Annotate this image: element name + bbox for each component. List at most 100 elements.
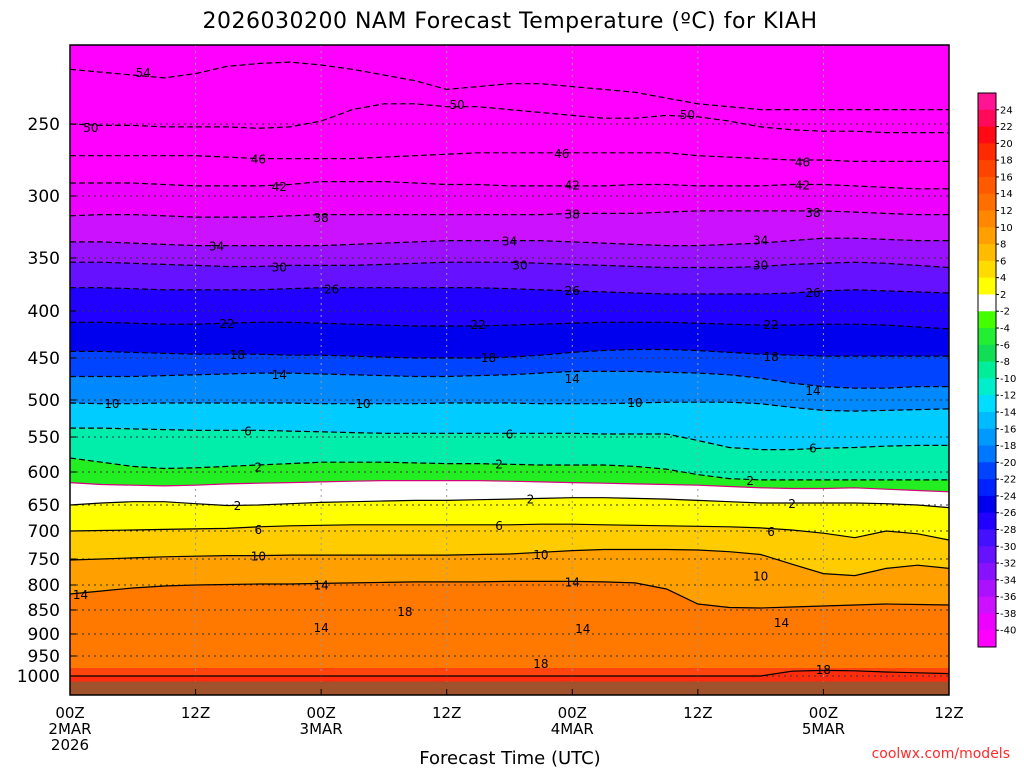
contour-label: 18 <box>230 348 245 362</box>
contour-label: 2 <box>255 460 263 474</box>
colorbar-label: 6 <box>1000 256 1006 267</box>
contour-0 <box>70 480 949 493</box>
x-tick-label: 3MAR <box>300 720 343 738</box>
colorbar-swatch <box>978 411 996 430</box>
contour-2 <box>70 497 949 509</box>
colorbar-swatch <box>978 462 996 480</box>
contour-label: 38 <box>805 206 820 220</box>
colorbar-label: -34 <box>1000 575 1016 586</box>
colorbar-label: 18 <box>1000 156 1013 167</box>
contour--42 <box>70 181 949 190</box>
contour-label: 42 <box>795 178 810 192</box>
y-tick-label: 750 <box>28 550 60 570</box>
colorbar-label: -18 <box>1000 441 1016 452</box>
colorbar-label: 24 <box>1000 105 1013 116</box>
colorbar-label: -16 <box>1000 424 1016 435</box>
contour-label: 46 <box>251 153 266 167</box>
y-tick-label: 400 <box>28 302 60 322</box>
contour-label: 10 <box>251 550 266 564</box>
colorbar-swatch <box>978 244 996 262</box>
colorbar-swatch <box>978 495 996 514</box>
x-tick-label: 12Z <box>934 704 963 722</box>
colorbar-swatch <box>978 596 996 614</box>
contour-label: 18 <box>816 663 831 677</box>
x-tick-label: 00Z <box>55 704 84 722</box>
colorbar-swatch <box>978 126 996 144</box>
contour-label: 2 <box>495 458 503 472</box>
contour-label: 2 <box>234 499 242 513</box>
colorbar-label: -10 <box>1000 374 1016 385</box>
contour-label: 10 <box>627 396 642 410</box>
contour-label: 14 <box>565 372 580 386</box>
colorbar-swatch <box>978 512 996 530</box>
contour-label: 2 <box>527 492 535 506</box>
colorbar-swatch <box>978 445 996 463</box>
colorbar-label: -6 <box>1000 340 1010 351</box>
y-tick-label: 550 <box>28 428 60 448</box>
contour-label: 46 <box>554 147 569 161</box>
colorbar-swatch <box>978 479 996 497</box>
contour-label: 2 <box>746 474 754 488</box>
colorbar-label: -38 <box>1000 609 1016 620</box>
contour-label: 54 <box>136 66 151 80</box>
contour-label: 14 <box>565 575 580 589</box>
colorbar-swatch <box>978 563 996 581</box>
colorbar-label: -4 <box>1000 324 1010 335</box>
colorbar-label: -20 <box>1000 458 1016 469</box>
x-tick-label: 4MAR <box>551 720 594 738</box>
colorbar-swatch <box>978 344 996 363</box>
colorbar-frame <box>977 92 997 648</box>
y-tick-label: 650 <box>28 496 60 516</box>
contour--2 <box>70 457 949 481</box>
contour-label: 30 <box>272 260 287 274</box>
contour-label: 30 <box>512 258 527 272</box>
colorbar-label: -40 <box>1000 626 1016 637</box>
contour--50 <box>70 103 949 134</box>
colorbar-swatch <box>978 428 996 447</box>
contour-label: 6 <box>495 519 503 533</box>
contour-label: 10 <box>753 570 768 584</box>
colorbar-label: -28 <box>1000 525 1016 536</box>
x-axis-title: Forecast Time (UTC) <box>419 748 600 768</box>
contour-label: 50 <box>83 121 98 135</box>
y-tick-label: 600 <box>28 463 60 483</box>
contour-label: 14 <box>73 588 88 602</box>
colorbar-label: -32 <box>1000 559 1016 570</box>
colorbar-swatch <box>978 328 996 346</box>
contour-label: 18 <box>397 605 412 619</box>
contour-label: 34 <box>209 240 224 254</box>
y-tick-label: 1000 <box>17 667 60 687</box>
x-tick-label: 00Z <box>809 704 838 722</box>
colorbar-label: -12 <box>1000 391 1016 402</box>
contour-label: 50 <box>450 98 465 112</box>
colorbar-label: 14 <box>1000 189 1013 200</box>
contour-label: 34 <box>753 233 768 247</box>
chart-title: 2026030200 NAM Forecast Temperature (ºC)… <box>202 9 817 34</box>
contour-6 <box>70 523 949 541</box>
contour-label: 2 <box>788 497 796 511</box>
contour-label: 6 <box>244 424 252 438</box>
x-tick-label: 2MAR <box>48 720 91 738</box>
contour-label: 42 <box>565 178 580 192</box>
colorbar-swatch <box>978 546 996 564</box>
contour-label: 18 <box>481 351 496 365</box>
contour--10 <box>70 401 949 412</box>
contour-label: 42 <box>272 180 287 194</box>
contour--54 <box>70 61 949 111</box>
contour-label: 46 <box>795 155 810 169</box>
y-tick-label: 250 <box>28 115 60 135</box>
contour--38 <box>70 210 949 218</box>
contour-label: 18 <box>763 350 778 364</box>
contour-label: 14 <box>272 368 287 382</box>
contour-label: 10 <box>533 548 548 562</box>
colorbar-label: 8 <box>1000 240 1006 251</box>
colorbar-label: 20 <box>1000 139 1013 150</box>
contour-label: 14 <box>314 621 329 635</box>
contour-label: 26 <box>324 283 339 297</box>
colorbar-label: -22 <box>1000 475 1016 486</box>
colorbar-swatch <box>978 277 996 295</box>
colorbar-label: -24 <box>1000 491 1016 502</box>
x-tick-label: 00Z <box>558 704 587 722</box>
colorbar-label: -30 <box>1000 542 1016 553</box>
